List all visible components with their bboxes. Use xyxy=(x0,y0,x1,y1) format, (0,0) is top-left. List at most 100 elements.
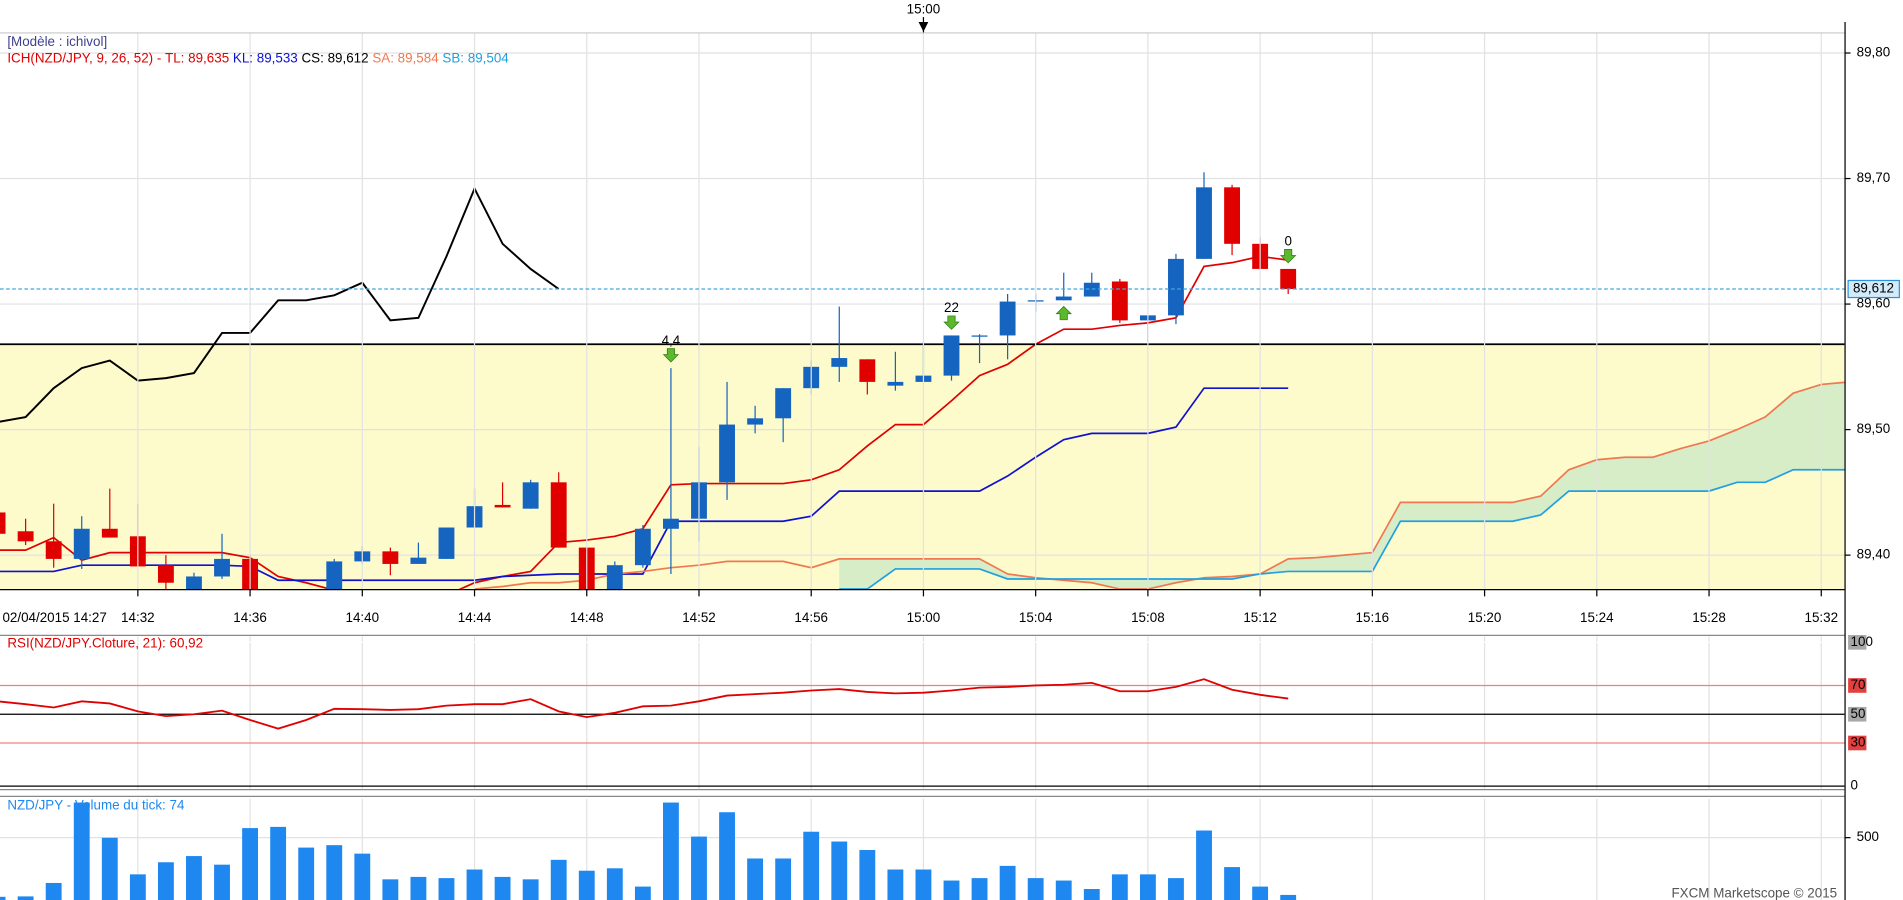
candle-body xyxy=(326,561,343,590)
y-tick-label: 89,60 xyxy=(1857,296,1891,311)
volume-bar xyxy=(410,876,427,900)
volume-title: NZD/JPY - Volume du tick: 74 xyxy=(7,798,185,813)
y-tick-label: 30 xyxy=(1851,735,1866,750)
candle-body xyxy=(17,531,34,542)
candle-body xyxy=(999,301,1016,336)
x-tick-label: 15:32 xyxy=(1804,610,1838,625)
volume-bar xyxy=(663,802,679,900)
candle-body xyxy=(410,557,427,564)
volume-bar xyxy=(691,836,707,900)
cursor-marker xyxy=(918,21,929,32)
signal-label: 22 xyxy=(944,300,959,315)
volume-bar xyxy=(887,869,904,900)
y-tick-label: 89,50 xyxy=(1857,421,1891,436)
volume-bar xyxy=(1168,878,1184,900)
volume-bar xyxy=(522,879,539,900)
candle-body xyxy=(1280,268,1297,290)
candle-body xyxy=(214,558,230,577)
y-tick-label: 89,80 xyxy=(1857,45,1891,60)
y-tick-box xyxy=(1848,778,1867,794)
candle-body xyxy=(157,565,174,583)
volume-bar xyxy=(634,886,651,900)
volume-bar xyxy=(466,869,483,900)
volume-bar xyxy=(186,856,202,900)
signal-arrow xyxy=(1055,305,1072,321)
indicator-line xyxy=(474,381,1845,590)
candle-body xyxy=(1083,282,1100,297)
y-tick-label: 70 xyxy=(1851,677,1866,692)
y-tick-box xyxy=(1848,635,1867,650)
volume-bar xyxy=(270,826,287,900)
candle-body xyxy=(1224,187,1240,244)
signal-arrow xyxy=(1279,249,1297,264)
candle-body xyxy=(719,424,735,483)
y-tick-box xyxy=(1848,735,1867,751)
candle-body xyxy=(859,359,876,382)
x-tick-label: 15:16 xyxy=(1356,610,1390,625)
volume-bar xyxy=(214,864,230,900)
volume-bar xyxy=(1252,886,1269,900)
candle-body xyxy=(971,335,988,337)
volume-bar xyxy=(831,841,848,900)
panel-plot xyxy=(0,52,1845,590)
volume-bar xyxy=(578,870,595,900)
x-tick-label: 15:20 xyxy=(1468,610,1502,625)
rsi-title: RSI(NZD/JPY.Cloture, 21): 60,92 xyxy=(7,635,203,650)
candle-body xyxy=(1055,296,1072,301)
last-price-box xyxy=(1847,279,1900,299)
signal-label: 0 xyxy=(1284,234,1291,249)
volume-bar xyxy=(45,882,62,900)
candle-body xyxy=(550,482,567,548)
volume-bar xyxy=(129,874,146,900)
candle-body xyxy=(438,527,455,559)
candle-body xyxy=(634,528,651,566)
volume-bar xyxy=(1083,889,1100,900)
last-price-label: 89,612 xyxy=(1853,281,1894,296)
y-tick-label: 0 xyxy=(1851,778,1858,793)
volume-bar xyxy=(438,878,455,900)
volume-bar xyxy=(550,859,567,900)
candle-body xyxy=(1111,281,1128,321)
volume-bar xyxy=(242,828,259,900)
x-tick-label: 14:52 xyxy=(682,610,716,625)
volume-bar xyxy=(775,858,792,900)
signal-label: 4,4 xyxy=(662,333,681,348)
x-tick-label: 15:12 xyxy=(1243,610,1277,625)
y-tick-box xyxy=(1848,678,1867,693)
candle-body xyxy=(101,528,118,538)
volume-bar xyxy=(803,831,820,900)
indicator-line xyxy=(0,186,560,423)
x-tick-label: 14:44 xyxy=(458,610,492,625)
cursor-label: 15:00 xyxy=(907,1,941,16)
footer: FXCM Marketscope © 2015 xyxy=(1671,885,1837,900)
volume-bar xyxy=(1196,830,1212,900)
y-tick-label: 89,70 xyxy=(1857,170,1891,185)
y-tick-label: 100 xyxy=(1851,634,1873,649)
x-tick-label: 15:28 xyxy=(1692,610,1726,625)
rsi-line xyxy=(0,678,1289,730)
y-tick-label: 50 xyxy=(1851,706,1866,721)
y-tick-box xyxy=(1848,706,1867,722)
panel-plot xyxy=(0,802,1845,900)
volume-bar xyxy=(1027,878,1044,900)
x-tick-label: 14:48 xyxy=(570,610,604,625)
indicator-legend: ICH(NZD/JPY, 9, 26, 52) - TL: 89,635 KL:… xyxy=(7,50,509,65)
indicator-line xyxy=(839,468,1845,590)
volume-bar xyxy=(999,865,1016,900)
candle-body xyxy=(73,528,90,559)
y-tick-label: 89,40 xyxy=(1857,547,1891,562)
volume-bar xyxy=(73,802,90,900)
candle-body xyxy=(887,381,904,386)
candle-body xyxy=(606,565,623,590)
volume-bar xyxy=(382,879,399,900)
volume-bar xyxy=(1224,867,1240,900)
signal-arrow xyxy=(943,315,960,330)
x-tick-label: 15:04 xyxy=(1019,610,1053,625)
candle-body xyxy=(943,335,960,376)
x-tick-label: 15:08 xyxy=(1131,610,1165,625)
candle-body xyxy=(45,541,62,559)
y-tick-label: 500 xyxy=(1857,829,1879,844)
model-label: [Modèle : ichivol] xyxy=(7,34,107,49)
volume-bar xyxy=(298,847,315,900)
